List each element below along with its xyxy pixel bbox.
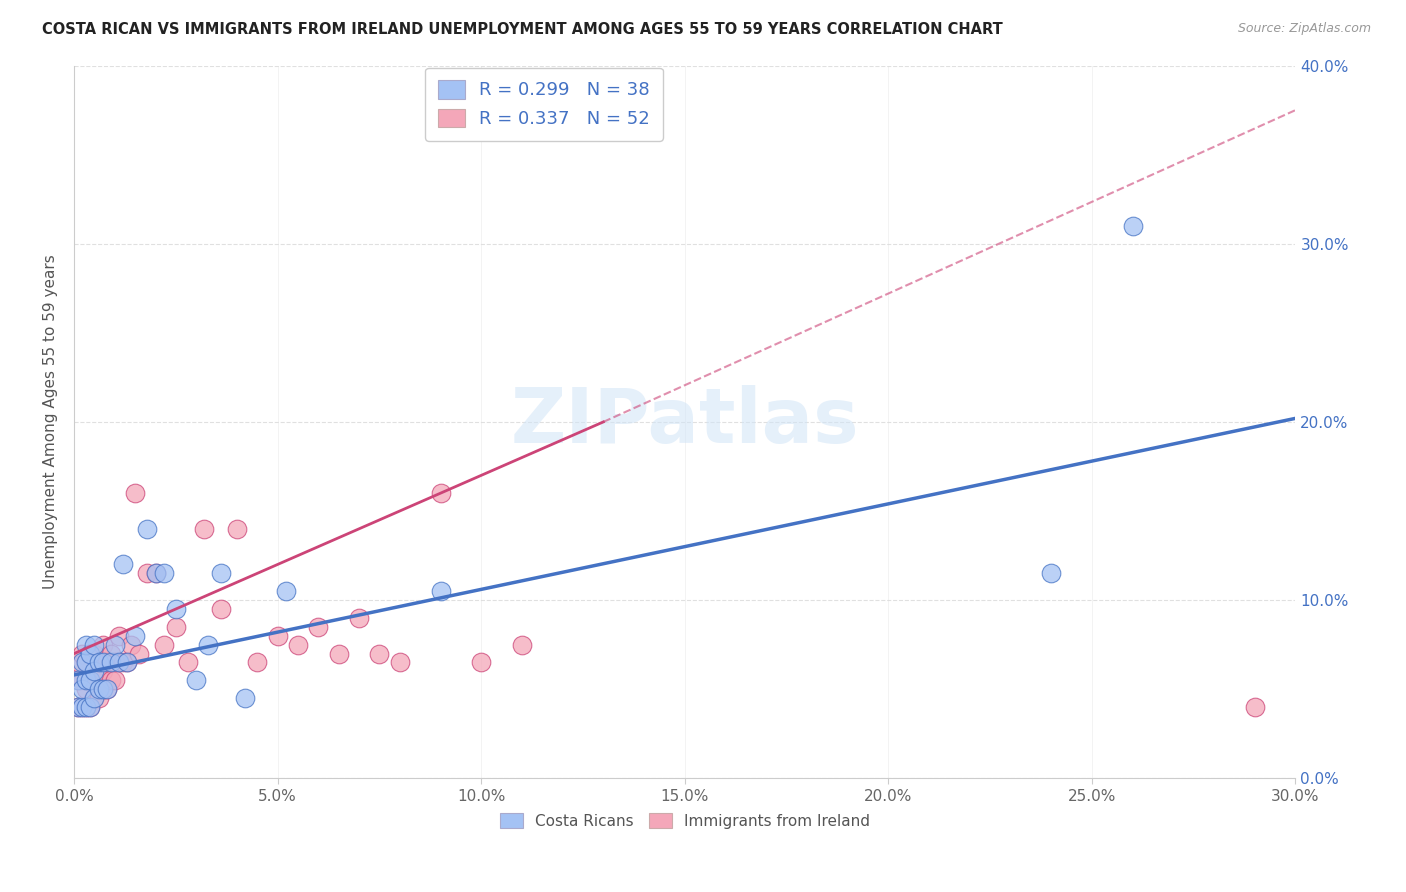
- Point: [75, 673, 97, 688]
- Point: [96, 656, 118, 670]
- Point: [128, 647, 150, 661]
- Point: [79, 700, 101, 714]
- Point: [328, 647, 350, 661]
- Point: [307, 620, 329, 634]
- Point: [79, 673, 101, 688]
- Point: [83, 691, 105, 706]
- Point: [104, 638, 127, 652]
- Point: [79, 647, 101, 661]
- Legend: Costa Ricans, Immigrants from Ireland: Costa Ricans, Immigrants from Ireland: [494, 806, 876, 835]
- Point: [87, 682, 110, 697]
- Text: Source: ZipAtlas.com: Source: ZipAtlas.com: [1237, 22, 1371, 36]
- Text: COSTA RICAN VS IMMIGRANTS FROM IRELAND UNEMPLOYMENT AMONG AGES 55 TO 59 YEARS CO: COSTA RICAN VS IMMIGRANTS FROM IRELAND U…: [42, 22, 1002, 37]
- Point: [152, 638, 174, 652]
- Point: [70, 700, 93, 714]
- Point: [79, 647, 101, 661]
- Point: [70, 647, 93, 661]
- Point: [287, 638, 309, 652]
- Point: [83, 673, 105, 688]
- Point: [75, 700, 97, 714]
- Point: [209, 602, 232, 616]
- Point: [145, 566, 167, 581]
- Point: [91, 665, 114, 679]
- Point: [120, 638, 142, 652]
- Point: [75, 656, 97, 670]
- Point: [368, 647, 391, 661]
- Point: [104, 656, 127, 670]
- Point: [91, 656, 114, 670]
- Point: [193, 522, 215, 536]
- Point: [233, 691, 256, 706]
- Point: [470, 656, 492, 670]
- Point: [226, 522, 249, 536]
- Point: [67, 673, 90, 688]
- Point: [96, 682, 118, 697]
- Point: [91, 682, 114, 697]
- Point: [83, 665, 105, 679]
- Y-axis label: Unemployment Among Ages 55 to 59 years: Unemployment Among Ages 55 to 59 years: [44, 254, 58, 590]
- Point: [87, 656, 110, 670]
- Point: [165, 620, 187, 634]
- Point: [100, 673, 122, 688]
- Point: [108, 656, 131, 670]
- Point: [70, 656, 93, 670]
- Point: [510, 638, 533, 652]
- Text: ZIPatlas: ZIPatlas: [510, 385, 859, 458]
- Point: [429, 486, 451, 500]
- Point: [145, 566, 167, 581]
- Point: [100, 656, 122, 670]
- Point: [67, 700, 90, 714]
- Point: [104, 673, 127, 688]
- Point: [246, 656, 269, 670]
- Point: [70, 682, 93, 697]
- Point: [197, 638, 219, 652]
- Point: [111, 558, 134, 572]
- Point: [115, 656, 138, 670]
- Point: [91, 682, 114, 697]
- Point: [83, 638, 105, 652]
- Point: [124, 486, 146, 500]
- Point: [1040, 566, 1063, 581]
- Point: [75, 656, 97, 670]
- Point: [70, 673, 93, 688]
- Point: [165, 602, 187, 616]
- Point: [429, 584, 451, 599]
- Point: [1122, 219, 1144, 233]
- Point: [83, 691, 105, 706]
- Point: [67, 656, 90, 670]
- Point: [70, 700, 93, 714]
- Point: [152, 566, 174, 581]
- Point: [347, 611, 370, 625]
- Point: [111, 656, 134, 670]
- Point: [87, 691, 110, 706]
- Point: [79, 673, 101, 688]
- Point: [186, 673, 208, 688]
- Point: [75, 638, 97, 652]
- Point: [136, 522, 159, 536]
- Point: [209, 566, 232, 581]
- Point: [75, 682, 97, 697]
- Point: [1243, 700, 1265, 714]
- Point: [136, 566, 159, 581]
- Point: [83, 647, 105, 661]
- Point: [67, 700, 90, 714]
- Point: [108, 629, 131, 643]
- Point: [100, 647, 122, 661]
- Point: [67, 673, 90, 688]
- Point: [388, 656, 411, 670]
- Point: [96, 682, 118, 697]
- Point: [274, 584, 297, 599]
- Point: [79, 700, 101, 714]
- Point: [177, 656, 200, 670]
- Point: [115, 656, 138, 670]
- Point: [75, 700, 97, 714]
- Point: [91, 638, 114, 652]
- Point: [87, 665, 110, 679]
- Point: [266, 629, 288, 643]
- Point: [124, 629, 146, 643]
